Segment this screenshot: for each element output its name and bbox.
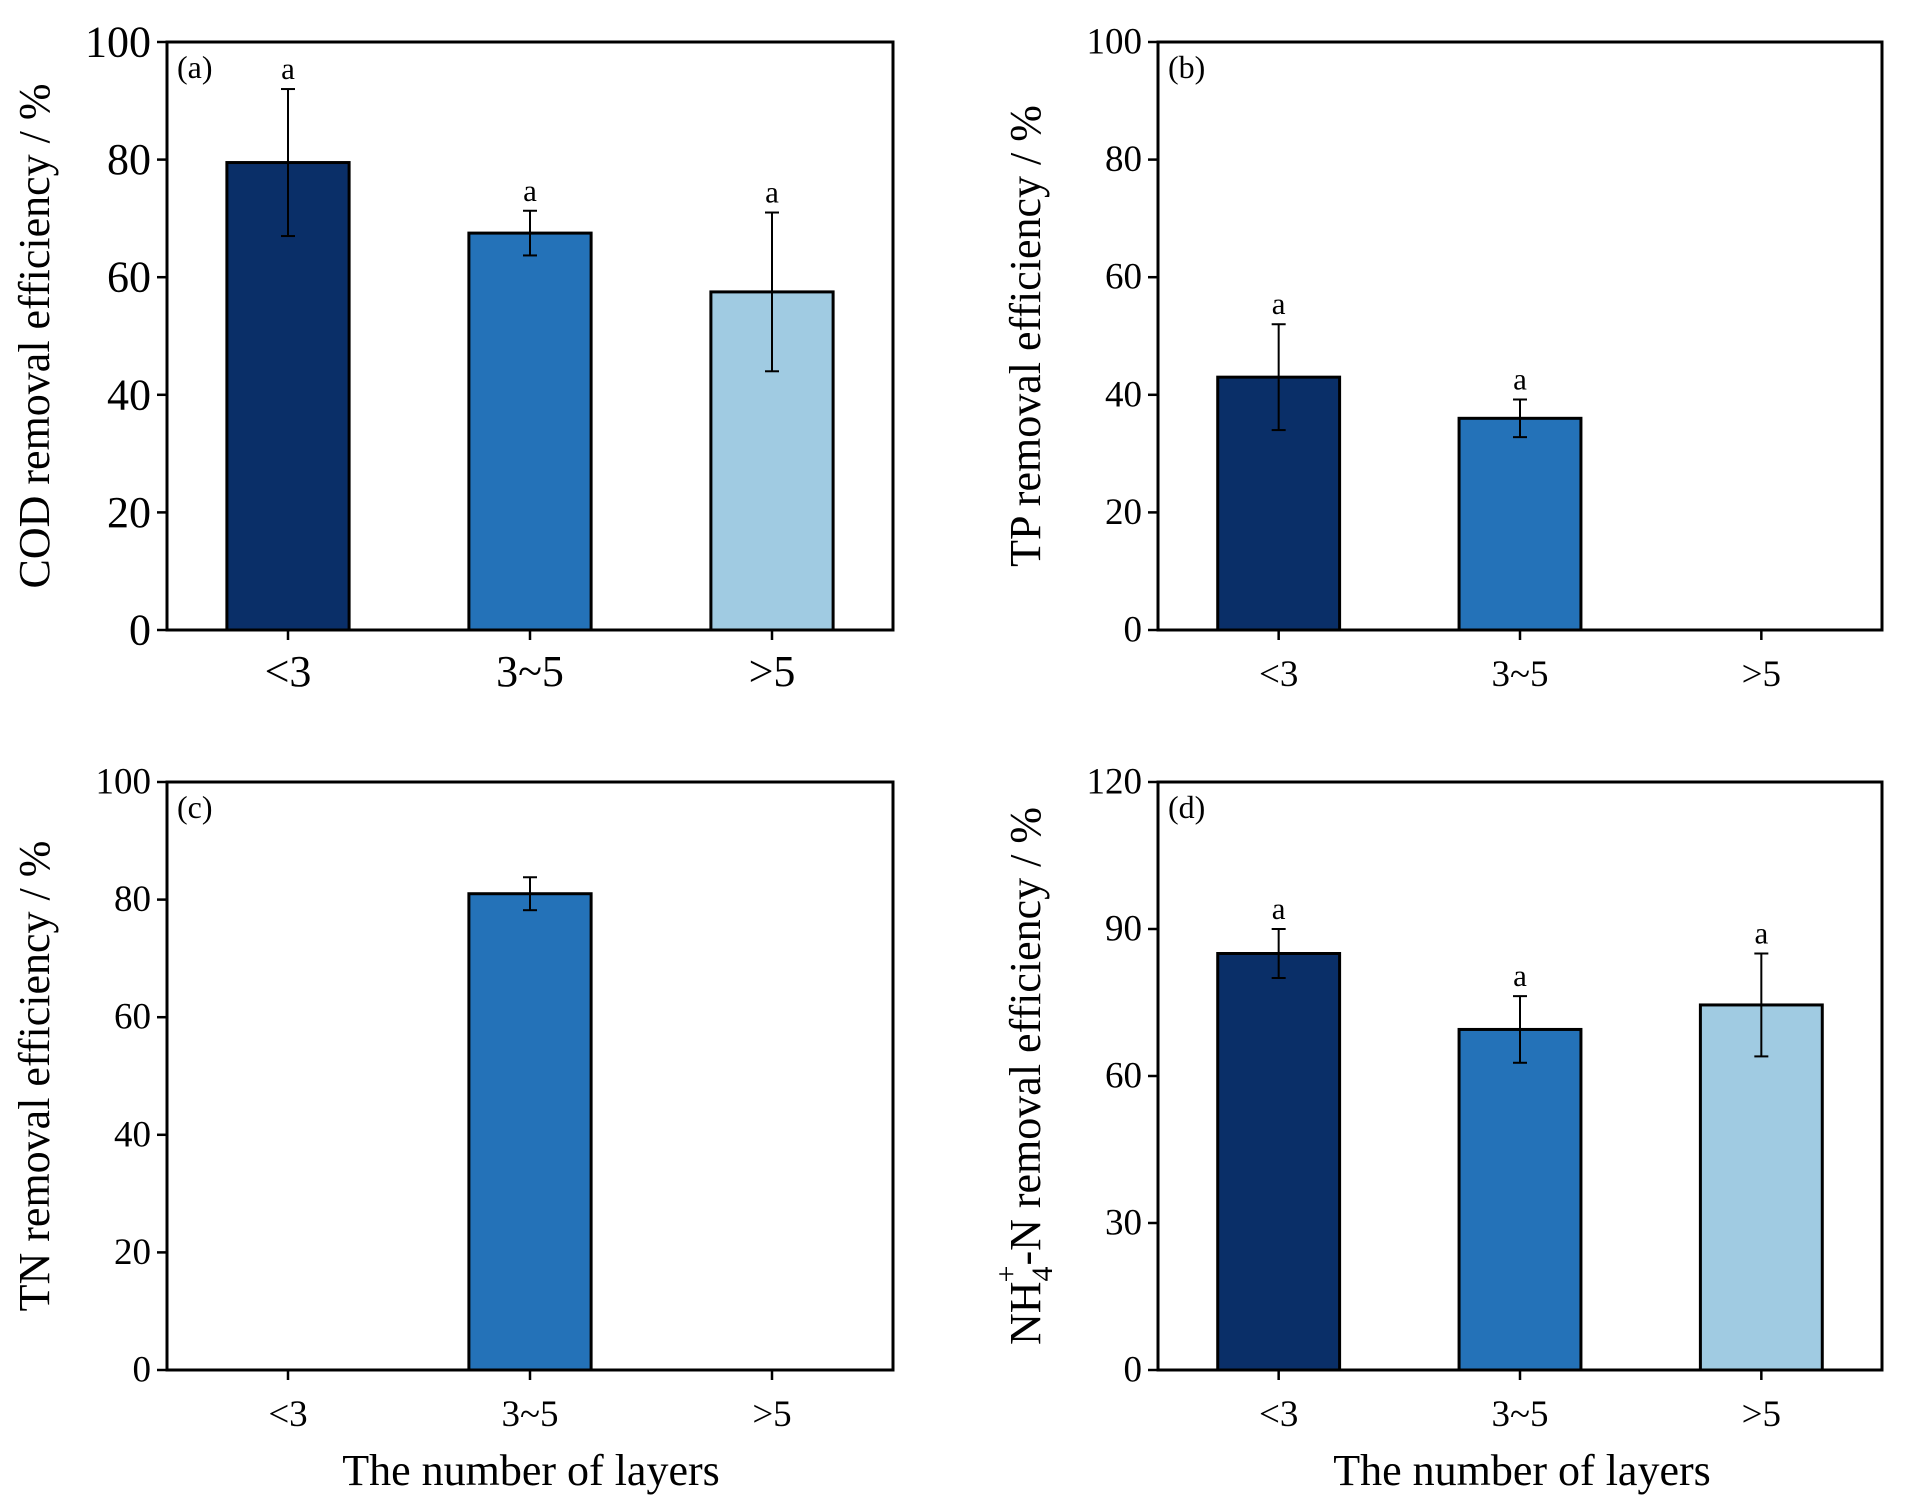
y-tick-label-4: 60 [114, 997, 151, 1038]
y-tick-label-5: 80 [114, 879, 151, 920]
bar-2 [467, 892, 593, 1372]
y-tick-label-6: 100 [1087, 22, 1143, 63]
y-tick-label-4: 60 [107, 253, 151, 302]
y-tick-label-5: 120 [1087, 762, 1143, 803]
bar-2 [467, 231, 593, 632]
panel-c-tn-chart: <3 3~5 >5 0 20 40 60 80 100 (c) TN removal efficie… [10, 762, 895, 1435]
x-tick-label-1: <3 [1259, 1394, 1298, 1435]
panel-d-nh4-chart: a <3 a 3~5 a >5 0 30 60 90 120 (d) NH4+-N removal ef… [990, 762, 1884, 1435]
y-axis-title-sup: + [990, 1266, 1023, 1283]
x-tick-label-2: 3~5 [1491, 654, 1548, 695]
panel-a-cod-chart: a <3 a 3~5 a >5 0 20 40 60 80 100 (a) COD removal eff… [10, 18, 895, 696]
significance-label-2: a [1513, 958, 1527, 993]
significance-label-3: a [765, 175, 779, 210]
y-tick-label-3: 40 [107, 370, 151, 419]
error-bar-1 [1271, 323, 1286, 432]
error-bar-2 [1513, 398, 1527, 439]
x-axis-title-right: The number of layers [1333, 1446, 1711, 1495]
y-tick-label-5: 80 [107, 135, 151, 184]
plot-frame [1156, 780, 1884, 1372]
bar-2 [1457, 416, 1583, 632]
x-tick-label-3: >5 [1742, 654, 1781, 695]
panel-b-tp-chart: a <3 a 3~5 >5 0 20 40 60 80 100 (b) TP removal effic… [1001, 22, 1884, 695]
y-tick-label-1: 0 [133, 1350, 152, 1391]
y-axis-title: TN removal efficiency / % [10, 841, 59, 1312]
bar-1 [225, 161, 351, 632]
panel-label: (a) [177, 49, 213, 85]
plot-frame [165, 40, 895, 632]
panel-label: (d) [1168, 789, 1205, 825]
x-tick-label-2: 3~5 [1491, 1394, 1548, 1435]
panel-label: (b) [1168, 49, 1205, 85]
plot-frame [165, 780, 895, 1372]
bar-2 [1457, 1027, 1583, 1372]
y-tick-label-6: 100 [85, 18, 151, 67]
x-tick-label-1: <3 [268, 1394, 307, 1435]
error-bar-3 [1754, 952, 1769, 1058]
y-tick-label-2: 20 [1105, 492, 1142, 533]
y-tick-label-2: 30 [1105, 1203, 1142, 1244]
y-axis-title-post: -N removal efficiency / % [1001, 807, 1050, 1266]
significance-label-3: a [1754, 916, 1768, 951]
y-tick-label-3: 40 [1105, 374, 1142, 415]
x-axis-title-left: The number of layers [342, 1446, 720, 1495]
y-tick-label-1: 0 [1124, 610, 1143, 651]
y-tick-label-2: 20 [107, 488, 151, 537]
error-bar-2 [523, 209, 537, 257]
error-bar-3 [765, 211, 779, 373]
panel-label: (c) [177, 789, 213, 825]
y-tick-label-2: 20 [114, 1232, 151, 1273]
y-axis-title: TP removal efficiency / % [1001, 105, 1050, 567]
x-tick-label-1: <3 [1259, 654, 1298, 695]
significance-label-1: a [1272, 891, 1286, 926]
x-tick-label-3: >5 [1742, 1394, 1781, 1435]
error-bar-2 [1513, 995, 1527, 1064]
plot-frame [1156, 40, 1884, 632]
y-tick-label-1: 0 [129, 606, 151, 655]
significance-label-2: a [523, 173, 537, 208]
bar-3 [1698, 1003, 1824, 1372]
y-tick-label-3: 60 [1105, 1056, 1142, 1097]
x-tick-label-2: 3~5 [496, 647, 564, 696]
y-tick-label-5: 80 [1105, 139, 1142, 180]
y-tick-label-3: 40 [114, 1114, 151, 1155]
y-tick-label-4: 60 [1105, 257, 1142, 298]
y-tick-label-4: 90 [1105, 909, 1142, 950]
x-tick-label-3: >5 [749, 647, 796, 696]
x-tick-label-3: >5 [752, 1394, 791, 1435]
y-tick-label-1: 0 [1124, 1350, 1143, 1391]
error-bar-1 [1271, 928, 1286, 979]
y-axis-title: NH4+-N removal efficiency / % [990, 807, 1059, 1345]
y-axis-title-sub: 4 [1026, 1266, 1059, 1281]
error-bar-1 [281, 88, 295, 238]
significance-label-1: a [1272, 286, 1286, 321]
y-tick-label-6: 100 [96, 762, 152, 803]
significance-label-1: a [281, 51, 295, 86]
error-bar-2 [523, 876, 537, 912]
x-tick-label-1: <3 [265, 647, 312, 696]
significance-label-2: a [1513, 362, 1527, 397]
bar-1 [1216, 952, 1342, 1372]
y-axis-title: COD removal efficiency / % [10, 83, 59, 588]
x-tick-label-2: 3~5 [501, 1394, 558, 1435]
y-axis-title-pre: NH [1001, 1281, 1050, 1345]
